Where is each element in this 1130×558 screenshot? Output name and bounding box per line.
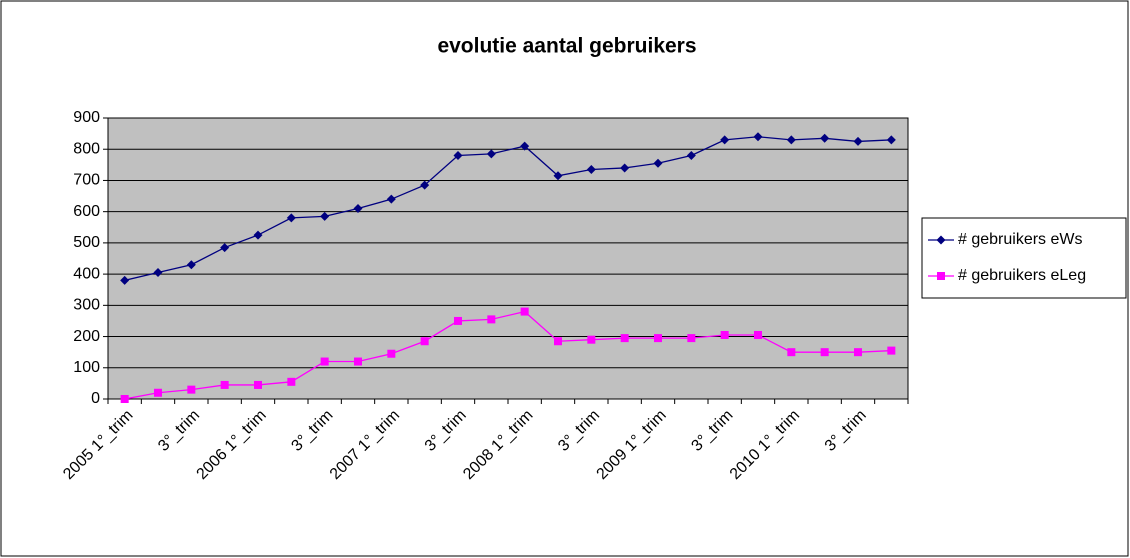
y-tick-label: 200 bbox=[73, 328, 100, 345]
marker bbox=[887, 346, 896, 355]
marker bbox=[853, 136, 863, 146]
y-tick-label: 400 bbox=[73, 265, 100, 282]
marker bbox=[320, 211, 330, 221]
marker bbox=[454, 316, 462, 325]
marker bbox=[120, 395, 129, 403]
marker bbox=[254, 380, 262, 389]
marker bbox=[820, 348, 829, 357]
marker bbox=[620, 163, 630, 173]
y-tick-label: 500 bbox=[73, 234, 100, 251]
marker bbox=[854, 348, 862, 357]
marker bbox=[654, 334, 662, 343]
marker bbox=[153, 268, 163, 278]
marker bbox=[487, 315, 496, 324]
marker bbox=[753, 132, 763, 142]
marker bbox=[520, 141, 530, 151]
marker bbox=[420, 180, 430, 190]
y-tick-label: 100 bbox=[73, 359, 100, 376]
marker bbox=[354, 357, 362, 366]
marker bbox=[520, 307, 529, 316]
marker bbox=[587, 335, 596, 344]
y-tick-label: 300 bbox=[73, 297, 100, 314]
marker bbox=[554, 337, 562, 346]
marker bbox=[120, 275, 130, 285]
marker bbox=[453, 150, 463, 160]
y-tick-label: 0 bbox=[91, 390, 100, 407]
marker bbox=[820, 133, 830, 143]
y-tick-label: 600 bbox=[73, 203, 100, 220]
marker bbox=[187, 385, 196, 394]
y-tick-label: 800 bbox=[73, 140, 100, 157]
marker bbox=[287, 377, 296, 386]
marker bbox=[787, 348, 796, 357]
series-line bbox=[124, 136, 892, 281]
chart-title: evolutie aantal gebruikers bbox=[437, 35, 696, 58]
marker bbox=[754, 330, 762, 339]
marker bbox=[686, 150, 696, 160]
marker bbox=[420, 337, 429, 346]
marker bbox=[653, 158, 663, 168]
marker bbox=[720, 330, 729, 339]
marker bbox=[353, 204, 363, 214]
marker bbox=[486, 149, 496, 159]
marker bbox=[687, 334, 696, 343]
marker bbox=[220, 243, 230, 253]
marker bbox=[320, 357, 329, 366]
marker bbox=[720, 135, 730, 145]
legend-marker bbox=[936, 235, 946, 245]
marker bbox=[220, 380, 229, 389]
legend-box bbox=[921, 217, 1127, 299]
legend-label: # gebruikers eLeg bbox=[958, 267, 1086, 284]
marker bbox=[553, 171, 563, 181]
y-tick-label: 900 bbox=[73, 109, 100, 126]
marker bbox=[586, 165, 596, 175]
marker bbox=[620, 334, 629, 343]
marker bbox=[786, 135, 796, 145]
legend-marker bbox=[937, 272, 945, 280]
marker bbox=[387, 349, 396, 358]
marker bbox=[286, 213, 296, 223]
marker bbox=[253, 230, 263, 240]
marker bbox=[886, 135, 896, 145]
y-tick-label: 700 bbox=[73, 172, 100, 189]
series-line bbox=[124, 310, 892, 400]
marker bbox=[154, 388, 162, 397]
plot-area bbox=[107, 117, 909, 400]
marker bbox=[386, 194, 396, 204]
marker bbox=[186, 260, 196, 270]
legend-label: # gebruikers eWs bbox=[958, 231, 1083, 248]
